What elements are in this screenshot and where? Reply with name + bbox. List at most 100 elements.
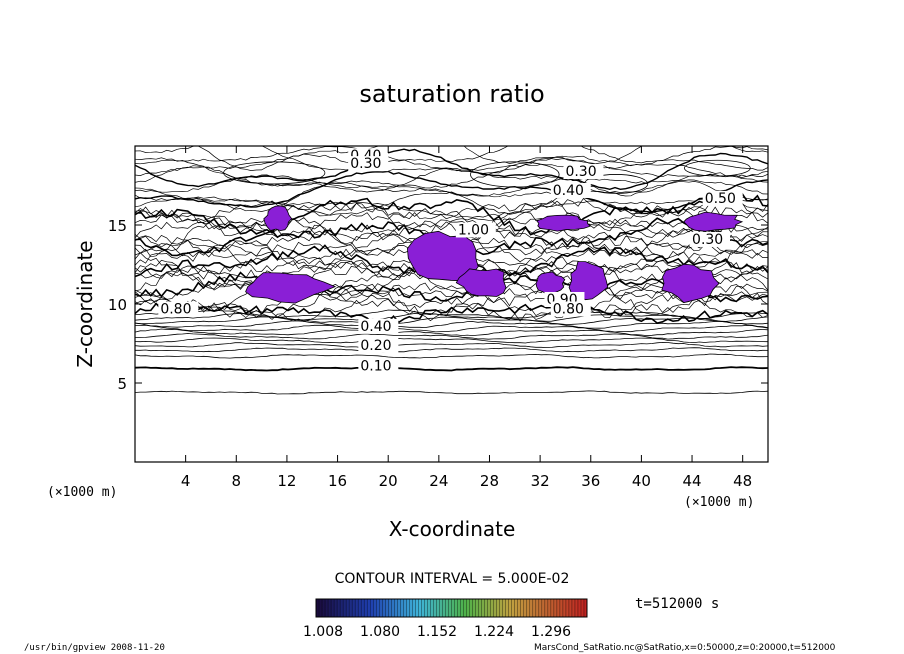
- shaded-region: [535, 271, 566, 295]
- contour-label: 0.20: [360, 338, 391, 354]
- shaded-region: [536, 214, 591, 232]
- contour-line: [135, 146, 768, 171]
- contour-loop: [223, 161, 326, 185]
- contour-label: 0.30: [565, 164, 596, 180]
- shaded-region: [683, 211, 744, 232]
- footer-left-text: /usr/bin/gpview 2008-11-20: [24, 643, 165, 653]
- contour-loop: [684, 159, 751, 177]
- x-tick-label: 40: [632, 472, 651, 490]
- contour-line: [135, 157, 768, 189]
- contour-label-bg: [158, 301, 199, 317]
- contour-line: [135, 148, 768, 191]
- shaded-region: [661, 263, 720, 304]
- contour-label-bg: [550, 182, 591, 198]
- contour-line: [135, 366, 768, 372]
- shaded-regions: [245, 205, 744, 304]
- contour-line: [135, 309, 768, 319]
- contour-label-bg: [702, 190, 743, 206]
- contour-line: [135, 390, 768, 395]
- contour-line: [135, 341, 768, 349]
- x-axis-label: X-coordinate: [389, 517, 516, 541]
- x-unit-label-right: (×1000 m): [684, 495, 754, 510]
- x-tick-label: 8: [232, 472, 242, 490]
- contour-label: 0.10: [360, 358, 391, 374]
- colorbar-tick-label: 1.008: [303, 624, 343, 640]
- contour-label: 0.40: [553, 183, 584, 199]
- contour-label-bg: [690, 231, 731, 247]
- x-tick-label: 24: [429, 472, 448, 490]
- contour-loop: [470, 161, 560, 188]
- contour-label: 0.80: [553, 301, 584, 317]
- contour-label: 0.40: [360, 319, 391, 335]
- contour-label-bg: [358, 318, 399, 334]
- x-axis-ticks: 4 8 12 16 20 24 28 32 36 40 44 48: [181, 146, 752, 490]
- contour-line: [135, 205, 768, 238]
- x-tick-label: 32: [531, 472, 550, 490]
- contour-line: [135, 283, 768, 319]
- y-axis-label: Z-coordinate: [73, 240, 97, 367]
- contour-line: [135, 347, 768, 353]
- contour-line: [135, 218, 768, 242]
- contour-line: [197, 146, 768, 171]
- contour-line: [135, 153, 768, 178]
- contour-labels: 0.400.300.300.400.501.000.300.900.800.40…: [158, 148, 743, 374]
- contour-interval-text: CONTOUR INTERVAL = 5.000E-02: [335, 571, 570, 587]
- contour-label-bg: [550, 301, 591, 317]
- contour-line: [135, 333, 768, 340]
- colorbar-tick-label: 1.296: [531, 624, 571, 640]
- shaded-region: [245, 272, 337, 304]
- y-tick-label: 15: [108, 217, 127, 235]
- colorbar-tick-label: 1.152: [417, 624, 457, 640]
- contour-line: [135, 187, 768, 216]
- x-unit-label-left: (×1000 m): [47, 485, 117, 500]
- x-tick-label: 28: [480, 472, 499, 490]
- y-tick-label: 5: [117, 375, 127, 393]
- shaded-region: [263, 205, 293, 232]
- shaded-region: [455, 268, 507, 297]
- contour-line: [135, 316, 768, 326]
- y-tick-label: 10: [108, 296, 127, 314]
- contour-line: [135, 196, 768, 218]
- contour-label: 0.80: [160, 301, 191, 317]
- colorbar-tick-label: 1.080: [360, 624, 400, 640]
- contour-label-bg: [455, 222, 496, 238]
- x-tick-label: 44: [682, 472, 701, 490]
- contour-line: [135, 278, 768, 316]
- contour-line: [135, 328, 768, 337]
- contour-label-bg: [348, 156, 389, 172]
- contour-line: [135, 324, 768, 333]
- contour-line: [135, 337, 768, 344]
- shaded-region: [568, 261, 609, 301]
- chart-title: saturation ratio: [359, 80, 544, 108]
- contour-line: [135, 320, 768, 329]
- contour-label-bg: [358, 337, 399, 353]
- contour-line: [135, 285, 768, 322]
- x-tick-label: 20: [379, 472, 398, 490]
- contour-label: 0.50: [705, 191, 736, 207]
- x-tick-label: 4: [181, 472, 191, 490]
- contour-line: [135, 294, 768, 322]
- colorbar: [315, 598, 588, 618]
- x-tick-label: 36: [581, 472, 600, 490]
- x-tick-label: 12: [277, 472, 296, 490]
- x-tick-label: 16: [328, 472, 347, 490]
- contour-line: [135, 199, 768, 237]
- x-tick-label: 48: [733, 472, 752, 490]
- contour-line: [135, 165, 768, 197]
- contour-label: 0.30: [350, 156, 381, 172]
- contour-label: 0.30: [692, 232, 723, 248]
- time-label: t=512000 s: [635, 596, 719, 612]
- contour-label: 1.00: [458, 222, 489, 238]
- contour-line: [135, 271, 768, 303]
- contour-line: [135, 353, 768, 359]
- colorbar-tick-label: 1.224: [474, 624, 514, 640]
- contour-label-bg: [563, 164, 604, 180]
- footer-right-text: MarsCond_SatRatio.nc@SatRatio,x=0:50000,…: [534, 643, 836, 653]
- contour-line: [135, 170, 768, 214]
- contour-label-bg: [358, 358, 399, 374]
- contour-line: [135, 259, 768, 297]
- y-axis-ticks: 5 10 15: [108, 217, 768, 393]
- colorbar-tick-labels: 1.008 1.080 1.152 1.224 1.296: [303, 624, 571, 640]
- contour-line: [135, 181, 768, 215]
